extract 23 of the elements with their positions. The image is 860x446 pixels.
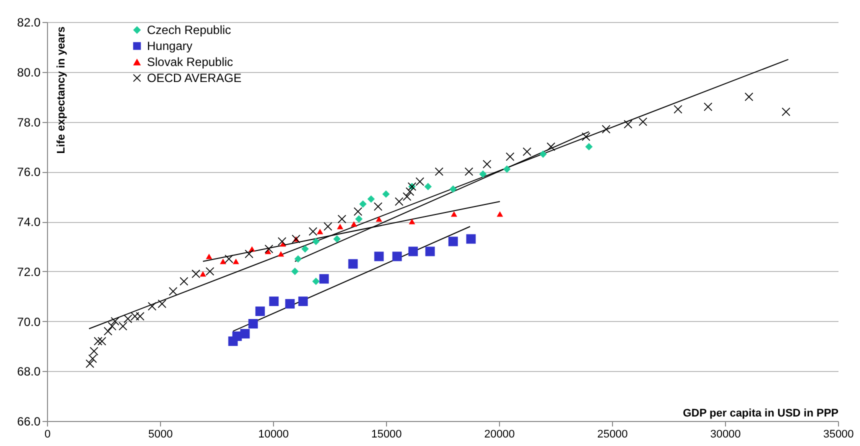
y-tick-label: 68.0	[17, 364, 41, 379]
x-tick-label: 0	[44, 428, 51, 440]
y-tick-label: 76.0	[17, 165, 41, 180]
x-axis-title: GDP per capita in USD in PPP	[682, 408, 838, 420]
x-tick-label: 30000	[710, 428, 741, 440]
legend-label: Slovak Republic	[147, 55, 234, 69]
y-tick-label: 82.0	[17, 16, 41, 30]
y-tick-label: 74.0	[17, 215, 41, 229]
x-tick-label: 5000	[148, 428, 173, 440]
x-tick-label: 35000	[823, 428, 854, 440]
x-tick-label: 15000	[371, 428, 402, 440]
y-axis-title: Life expectancy in years	[56, 26, 68, 154]
legend-label: Hungary	[147, 39, 192, 53]
y-tick-label: 72.0	[17, 264, 41, 279]
x-tick-label: 10000	[258, 428, 289, 440]
legend-label: Czech Republic	[147, 23, 232, 37]
y-tick-label: 78.0	[17, 115, 41, 130]
legend-label: OECD AVERAGE	[147, 71, 242, 85]
y-tick-label: 80.0	[17, 65, 41, 80]
x-tick-label: 25000	[597, 428, 628, 440]
x-tick-label: 20000	[484, 428, 515, 440]
y-tick-label: 66.0	[17, 414, 41, 428]
y-tick-label: 70.0	[17, 314, 41, 329]
